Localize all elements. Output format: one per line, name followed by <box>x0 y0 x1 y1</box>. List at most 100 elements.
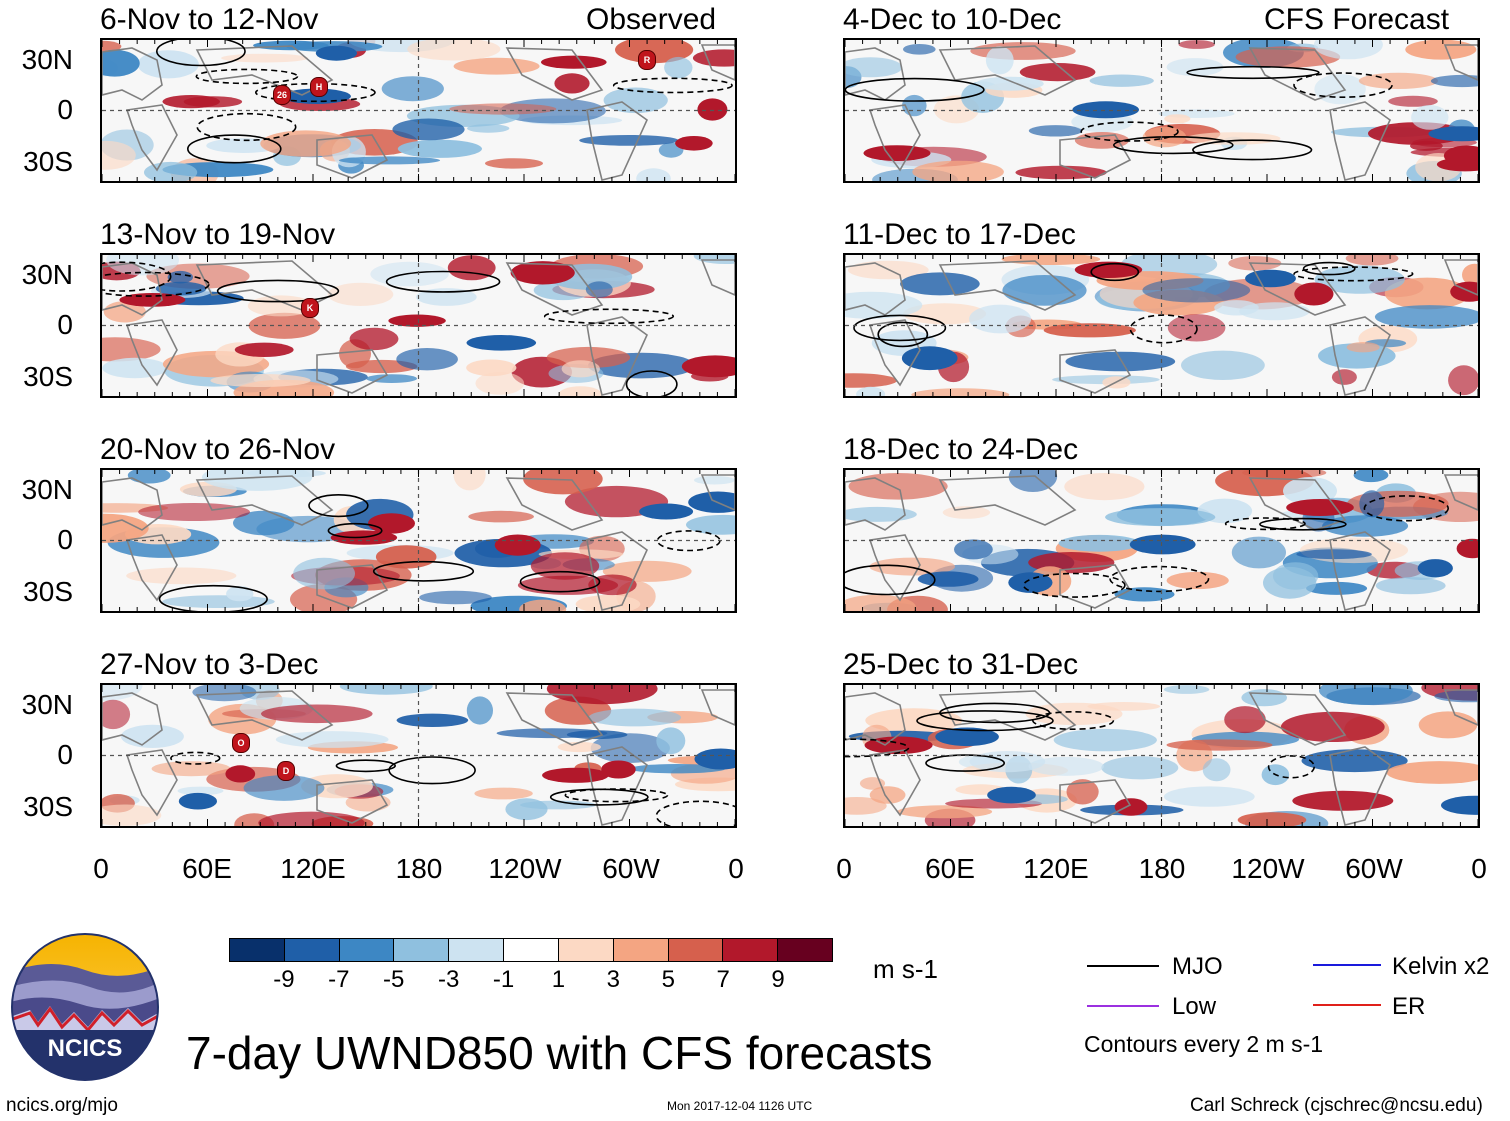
x-label-120e: 120E <box>1023 853 1089 884</box>
coastline <box>102 47 163 101</box>
coastline <box>1329 531 1391 611</box>
mjo-contour <box>845 564 936 596</box>
coastline <box>586 316 648 396</box>
anomaly-blob <box>1319 685 1413 705</box>
cfs-forecast-tag: CFS Forecast <box>1264 3 1450 36</box>
map-panel-forecast-1 <box>843 38 1480 183</box>
anomaly-blob <box>275 731 389 748</box>
anomaly-blob <box>1028 125 1083 137</box>
anomaly-blob <box>912 160 1004 181</box>
coastline <box>1248 262 1347 316</box>
anomaly-blob <box>396 348 458 371</box>
anomaly-blob <box>1002 275 1087 306</box>
mjo-contour <box>1224 517 1306 531</box>
anomaly-blob <box>1064 473 1145 501</box>
x-label-120w: 120W <box>488 853 562 884</box>
anomaly-blob <box>1314 265 1405 294</box>
website-link[interactable]: ncics.org/mjo <box>6 1095 118 1116</box>
anomaly-blob <box>579 135 679 146</box>
colorbar-label: 5 <box>661 966 675 993</box>
x-label-180: 180 <box>1138 853 1186 884</box>
anomaly-blob <box>1065 351 1176 372</box>
anomaly-blob <box>1001 255 1101 265</box>
colorbar-label: -5 <box>383 966 405 993</box>
map-canvas <box>102 470 735 611</box>
coastline <box>1248 692 1347 746</box>
anomaly-core <box>1286 499 1354 516</box>
storm-marker: R <box>638 50 656 70</box>
anomaly-blob <box>338 156 441 165</box>
mjo-contour <box>1080 121 1179 142</box>
anomaly-blob <box>246 470 326 478</box>
coastline <box>1248 477 1347 531</box>
anomaly-blob <box>102 513 149 543</box>
storm-marker: H <box>310 77 328 97</box>
anomaly-blob <box>1263 566 1317 599</box>
anomaly-blob <box>900 272 980 296</box>
anomaly-blob <box>1235 46 1341 68</box>
y-label-eq: 0 <box>57 309 73 340</box>
anomaly-blob <box>407 40 501 61</box>
colorbar-swatch <box>557 939 613 961</box>
x-label-0: 0 <box>93 853 109 884</box>
anomaly-core <box>935 727 999 747</box>
anomaly-core <box>1008 572 1053 593</box>
colorbar-swatch <box>503 939 558 961</box>
coastline <box>868 319 921 387</box>
anomaly-core <box>315 45 357 61</box>
x-label-0: 0 <box>836 853 852 884</box>
colorbar-swatch <box>338 939 394 961</box>
anomaly-core <box>697 98 728 121</box>
map-canvas <box>102 255 735 396</box>
anomaly-blob <box>1346 342 1380 353</box>
anomaly-blob <box>416 288 477 306</box>
anomaly-blob <box>1224 706 1266 734</box>
anomaly-core <box>675 136 713 151</box>
coastline <box>845 477 906 531</box>
anomaly-blob <box>954 539 993 560</box>
mjo-contour <box>308 493 369 518</box>
coastline <box>316 564 389 609</box>
map-canvas <box>845 470 1478 611</box>
x-label-60e: 60E <box>182 853 232 884</box>
anomaly-blob <box>1314 74 1366 105</box>
mjo-contour <box>1363 495 1449 522</box>
coastline <box>586 101 648 181</box>
observed-tag: Observed <box>586 3 717 36</box>
anomaly-blob <box>126 567 237 585</box>
storm-marker: O <box>232 733 250 753</box>
coastline <box>700 474 735 511</box>
anomaly-core <box>681 355 735 378</box>
anomaly-blob <box>557 741 601 753</box>
y-label-30n: 30N <box>21 259 73 290</box>
y-label-30n: 30N <box>21 44 73 75</box>
anomaly-blob <box>1384 277 1470 310</box>
coastline <box>316 779 389 824</box>
anomaly-blob <box>466 696 493 725</box>
contour-note: Contours every 2 m s-1 <box>1084 1031 1324 1057</box>
anomaly-blob <box>102 699 131 730</box>
map-panel-observed-1 <box>100 38 737 183</box>
anomaly-blob <box>183 96 243 108</box>
mjo-contour <box>549 788 649 806</box>
panel-title-8: 25-Dec to 31-Dec <box>843 648 1079 681</box>
anomaly-core <box>1456 538 1478 559</box>
mjo-contour <box>1022 572 1126 598</box>
x-label-60e: 60E <box>925 853 975 884</box>
anomaly-core <box>542 767 609 783</box>
colorbar-swatch <box>448 939 504 961</box>
anomaly-blob <box>485 158 543 169</box>
anomaly-blob <box>453 470 486 491</box>
x-label-60w: 60W <box>1345 853 1403 884</box>
anomaly-blob <box>449 103 557 115</box>
anomaly-blob <box>845 57 903 78</box>
anomaly-blob <box>903 303 987 325</box>
anomaly-core <box>1443 145 1478 167</box>
coastline <box>938 475 1077 526</box>
anomaly-blob <box>845 291 923 319</box>
panel-title-3: 20-Nov to 26-Nov <box>100 433 336 466</box>
y-label-30s: 30S <box>23 146 73 177</box>
colorbar-label: 7 <box>716 966 730 993</box>
map-panel-forecast-3 <box>843 468 1480 613</box>
anomaly-blob <box>1375 577 1446 595</box>
